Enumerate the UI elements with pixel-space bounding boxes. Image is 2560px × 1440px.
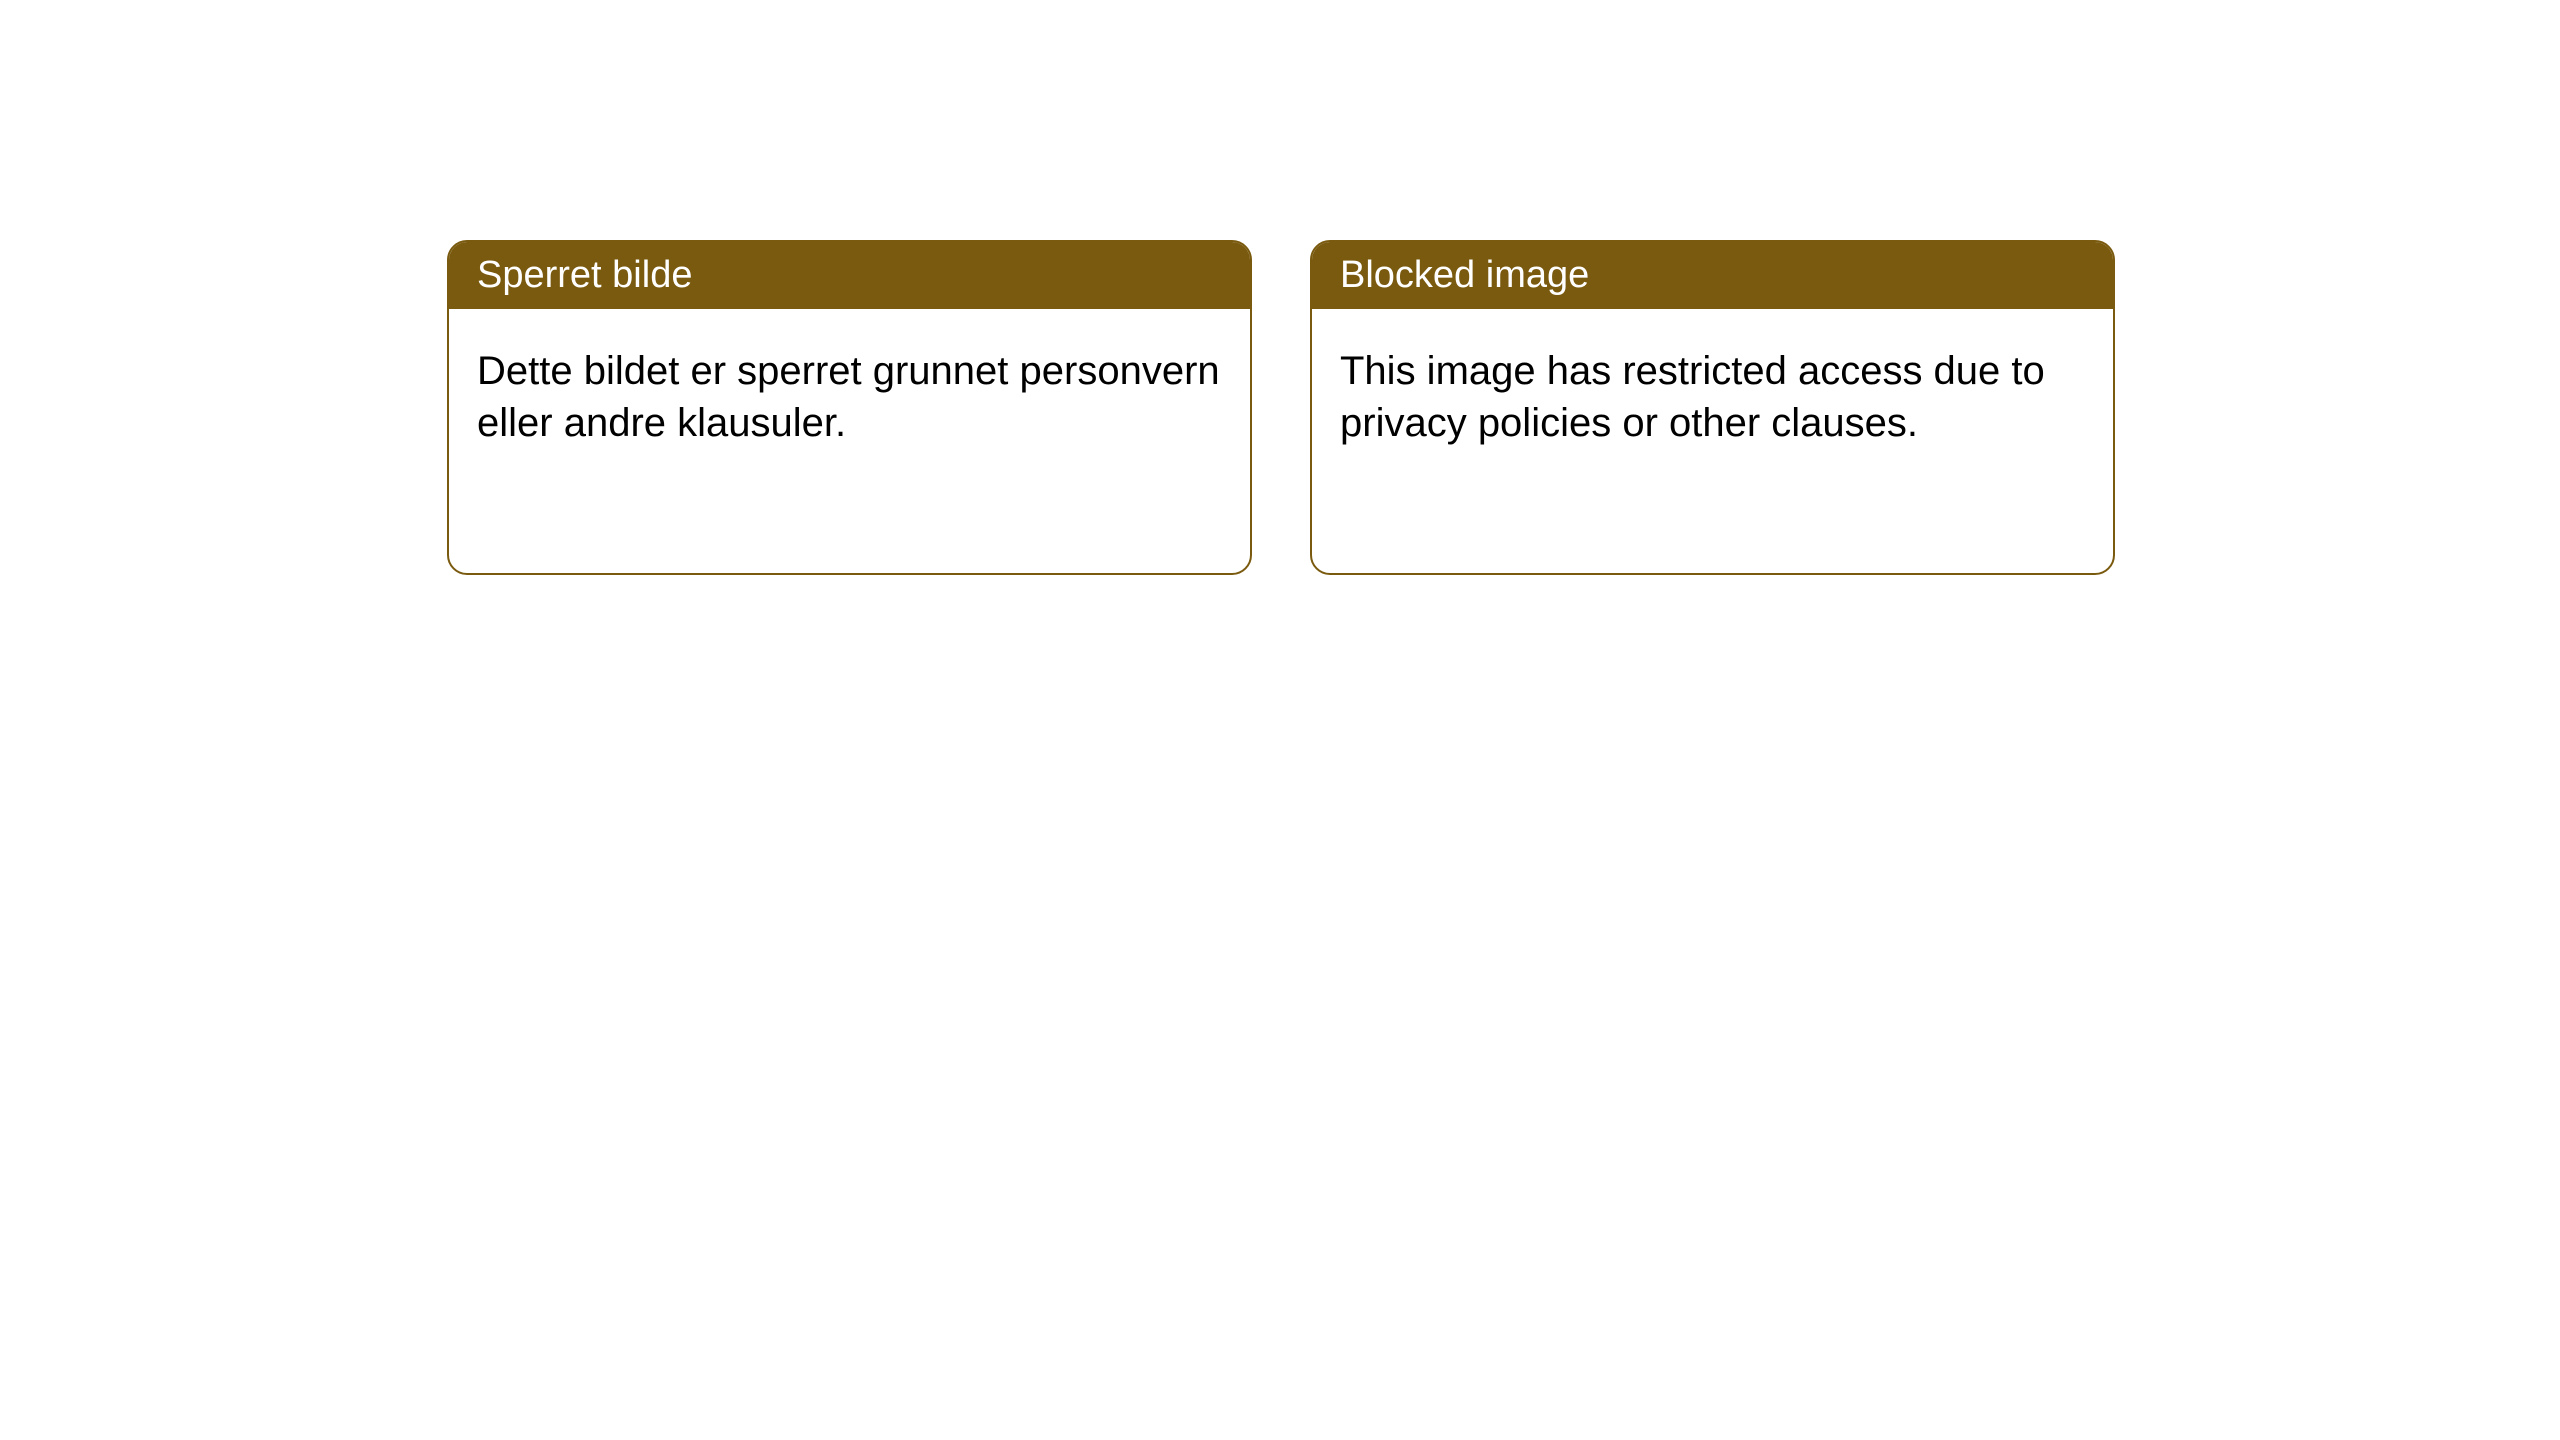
notice-card-norwegian: Sperret bilde Dette bildet er sperret gr… <box>447 240 1252 575</box>
card-title: Blocked image <box>1312 242 2113 309</box>
notice-cards-container: Sperret bilde Dette bildet er sperret gr… <box>447 240 2115 575</box>
notice-card-english: Blocked image This image has restricted … <box>1310 240 2115 575</box>
card-title: Sperret bilde <box>449 242 1250 309</box>
card-body-text: Dette bildet er sperret grunnet personve… <box>449 309 1250 485</box>
card-body-text: This image has restricted access due to … <box>1312 309 2113 485</box>
